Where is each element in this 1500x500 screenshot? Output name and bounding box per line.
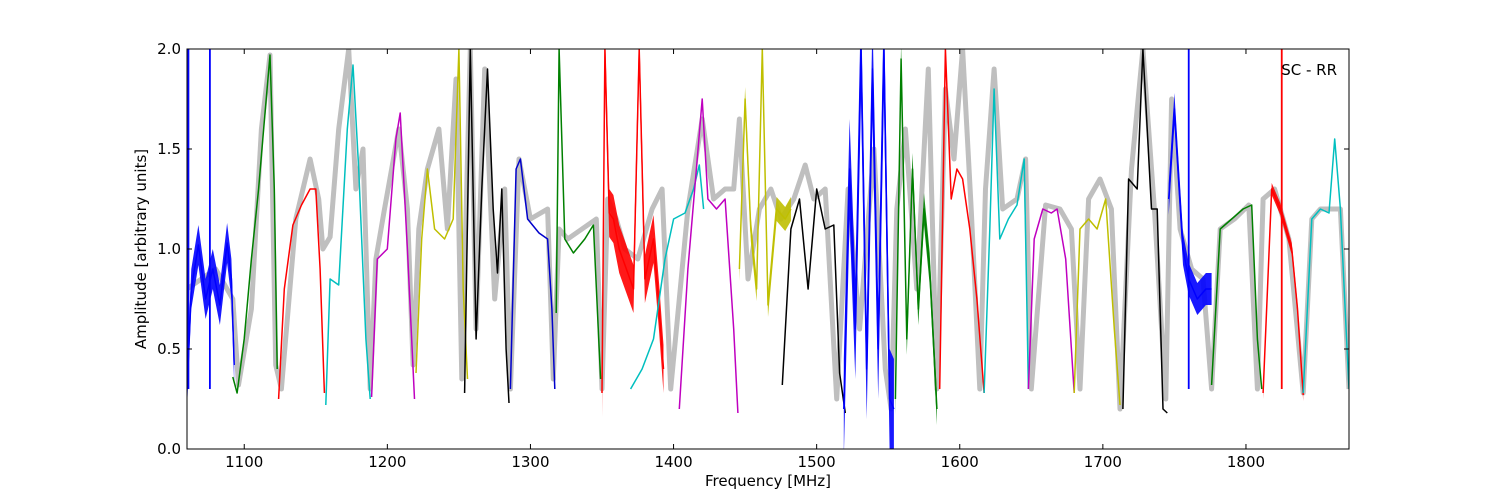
series-23-line [1210,204,1263,390]
series-10-line [601,49,665,394]
series-8-line [509,158,556,390]
series-19 [1027,208,1075,394]
x-axis-label: Frequency [MHz] [705,472,831,490]
series-14-line [781,188,847,414]
series-16 [894,49,938,425]
series-24 [1262,49,1304,401]
series-13 [738,49,792,317]
x-tick-label: 1800 [1227,453,1265,471]
series-5 [370,112,416,400]
series-9 [555,49,602,380]
x-tick-label: 1500 [798,453,836,471]
series-19-line [1027,208,1075,394]
x-tick-label: 1600 [941,453,979,471]
y-tick-label: 0.5 [157,340,181,358]
series-13-line [738,49,792,306]
series-11 [629,164,705,390]
background-trace-line [187,49,1349,412]
y-tick-label: 1.5 [157,140,181,158]
series-7-line [463,49,510,404]
series-3-line [277,188,326,400]
series-11-line [629,164,705,390]
series-15-line [843,49,895,410]
series-layer [187,49,1349,449]
series-12 [678,98,739,414]
series-12-line [678,98,739,414]
series-21 [1122,49,1168,414]
series-4 [325,64,371,406]
series-6-line [415,49,469,380]
series-1-noise-band [187,223,235,409]
series-8 [509,158,556,390]
series-15 [843,49,895,449]
background-trace-layer [187,49,1349,412]
series-23 [1210,204,1263,390]
x-tick-label: 1300 [511,453,549,471]
series-17 [938,49,985,394]
series-22-noise-band [1168,93,1212,315]
series-10 [601,49,665,417]
series-3 [277,188,326,400]
chart-annotation: SC - RR [1281,61,1337,79]
y-axis-label: Amplitude [arbitrary units] [132,149,150,349]
series-18 [983,88,1030,394]
series-25-line [1302,138,1349,394]
series-4-line [325,64,371,406]
series-7 [463,49,510,404]
y-tick-label: 0.0 [157,440,181,458]
series-1-line [187,242,235,390]
series-21-line [1122,49,1168,414]
y-tick-label: 1.0 [157,240,181,258]
series-9-line [555,49,602,380]
series-18-line [983,88,1030,394]
series-16-line [894,58,938,410]
x-tick-label: 1400 [654,453,692,471]
series-20 [1073,198,1121,406]
x-tick-label: 1100 [225,453,263,471]
plot-area [187,49,1349,449]
series-17-line [938,49,985,394]
series-22 [1167,49,1212,389]
series-2-line [232,54,278,394]
x-tick-label: 1700 [1084,453,1122,471]
y-axis-ticks: 0.0 0.5 1.0 1.5 2.0 [157,40,1349,458]
x-axis-ticks: 1100 1200 1300 1400 1500 1600 1700 1800 [225,49,1265,471]
series-10-noise-band [602,49,664,417]
series-24-line [1262,188,1304,396]
series-1 [187,49,235,409]
series-2 [232,54,278,394]
series-5-line [370,112,416,400]
series-6 [415,49,469,380]
series-20-line [1073,198,1121,406]
series-25 [1302,138,1349,394]
x-tick-label: 1200 [368,453,406,471]
series-14 [781,188,847,414]
y-tick-label: 2.0 [157,40,181,58]
